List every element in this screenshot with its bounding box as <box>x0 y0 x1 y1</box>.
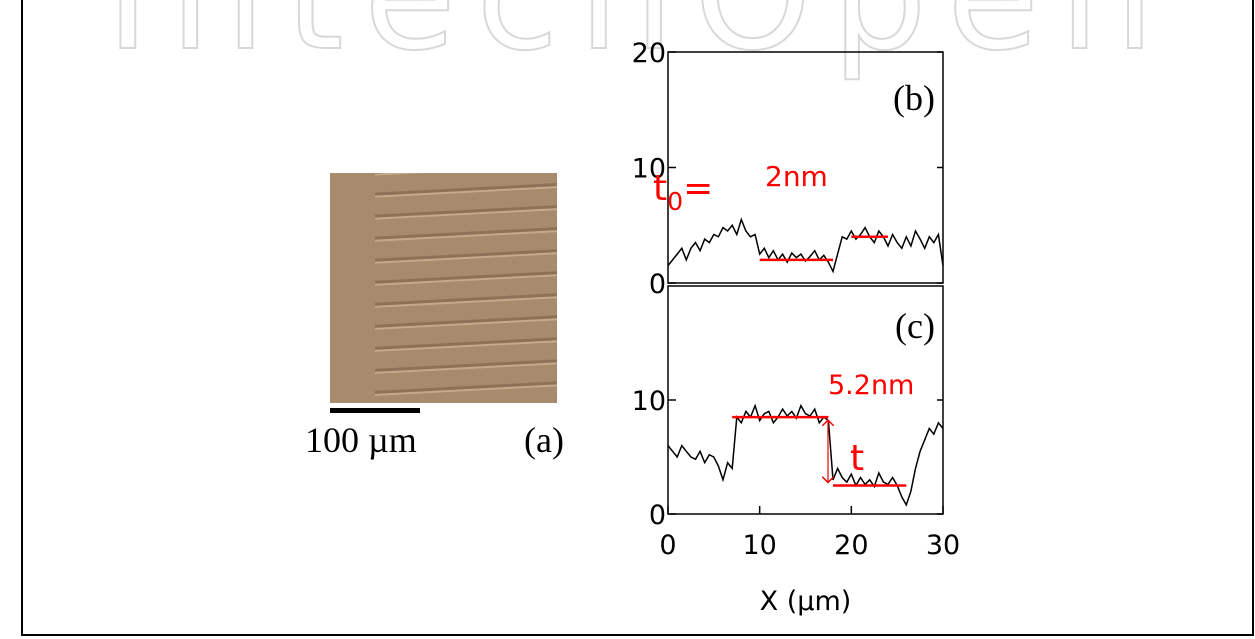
y-tick-label: 0 <box>649 500 666 531</box>
watermark: IntechOpen <box>106 0 1175 84</box>
y-tick-label: 10 <box>632 386 666 417</box>
micrograph-edge <box>330 173 375 403</box>
scale-bar-label: 100 µm <box>305 420 417 460</box>
annotation-text: 2nm <box>765 160 828 193</box>
panel-label: (a) <box>524 420 564 460</box>
scale-bar <box>330 408 420 413</box>
profile-line <box>667 217 944 274</box>
annotation: 2nm <box>765 160 828 193</box>
x-tick-label: 10 <box>742 530 776 561</box>
x-tick-label: 30 <box>926 530 960 561</box>
y-tick-label: 20 <box>632 38 666 69</box>
x-tick-label: 20 <box>834 530 868 561</box>
profile-line <box>667 403 944 507</box>
annotation-text: t <box>653 168 667 209</box>
y-tick-label: 10 <box>632 154 666 185</box>
annotation-text: t <box>850 438 864 479</box>
annotation: t <box>850 438 864 479</box>
annotation-subscript: 0 <box>667 187 683 216</box>
y-tick-label: 0 <box>649 269 666 300</box>
panel-label: (b) <box>893 78 935 118</box>
x-axis-label: X (µm) <box>760 586 852 617</box>
frame <box>21 0 1254 636</box>
x-tick-label: 0 <box>659 530 676 561</box>
annotation: t0= <box>653 168 713 216</box>
annotation: 5.2nm <box>828 370 914 401</box>
panel-label: (c) <box>895 306 935 346</box>
annotation-suffix: = <box>683 168 713 209</box>
annotation-text: 5.2nm <box>828 370 914 401</box>
